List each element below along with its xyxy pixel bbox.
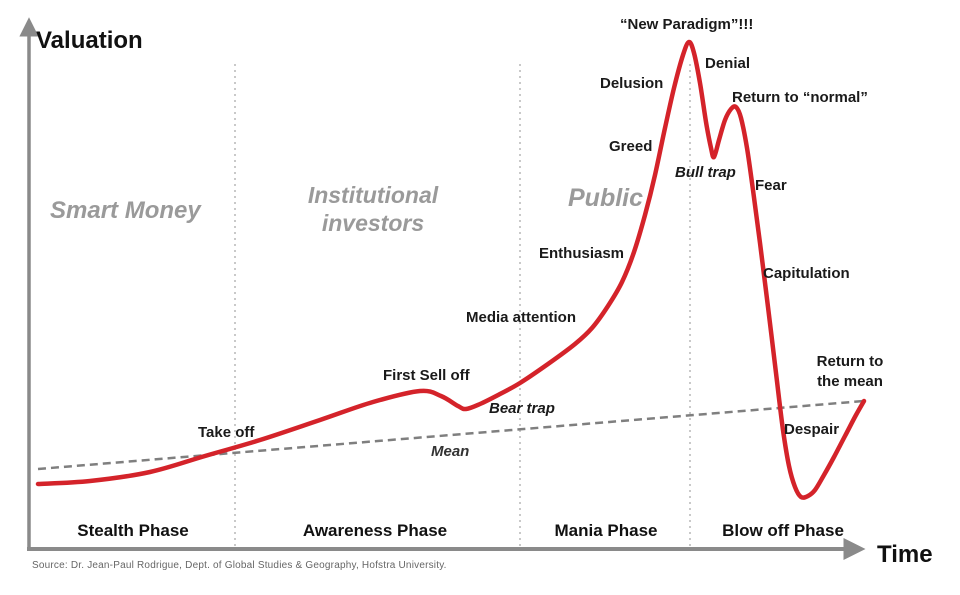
phase-awareness: Awareness Phase [302, 521, 448, 540]
annotation-new-paradigm: “New Paradigm”!!! [620, 16, 754, 33]
x-axis-title: Time [877, 541, 933, 568]
annotation-bear-trap: Bear trap [489, 400, 555, 417]
annotation-take-off: Take off [198, 424, 255, 441]
y-axis-title: Valuation [36, 27, 143, 54]
phase-separator-lines [234, 64, 691, 547]
annotation-media-attention: Media attention [466, 309, 577, 326]
annotation-first-sell-off: First Sell off [383, 367, 470, 384]
annotation-greed: Greed [609, 138, 653, 155]
stage-public: Public [568, 184, 644, 212]
annotation-denial: Denial [705, 55, 751, 72]
bubble-curve [35, 39, 867, 500]
annotation-mean: Mean [431, 443, 470, 460]
annotation-return-to-mean: Return to the mean [816, 353, 884, 390]
annotation-despair: Despair [784, 421, 840, 438]
annotation-enthusiasm: Enthusiasm [539, 245, 625, 262]
annotation-bull-trap: Bull trap [675, 164, 736, 181]
annotation-capitulation: Capitulation [763, 265, 850, 282]
annotation-delusion: Delusion [600, 75, 664, 92]
stage-institutional-investors: Institutional investors [307, 182, 439, 237]
phase-mania: Mania Phase [554, 521, 658, 540]
mean-dashed-line [37, 399, 865, 471]
phase-stealth: Stealth Phase [77, 521, 189, 540]
source-attribution: Source: Dr. Jean-Paul Rodrigue, Dept. of… [32, 560, 447, 571]
annotation-return-to-normal: Return to “normal” [732, 89, 868, 106]
stage-smart-money: Smart Money [50, 197, 201, 224]
annotation-fear: Fear [755, 177, 787, 194]
phase-blow-off: Blow off Phase [722, 521, 844, 540]
